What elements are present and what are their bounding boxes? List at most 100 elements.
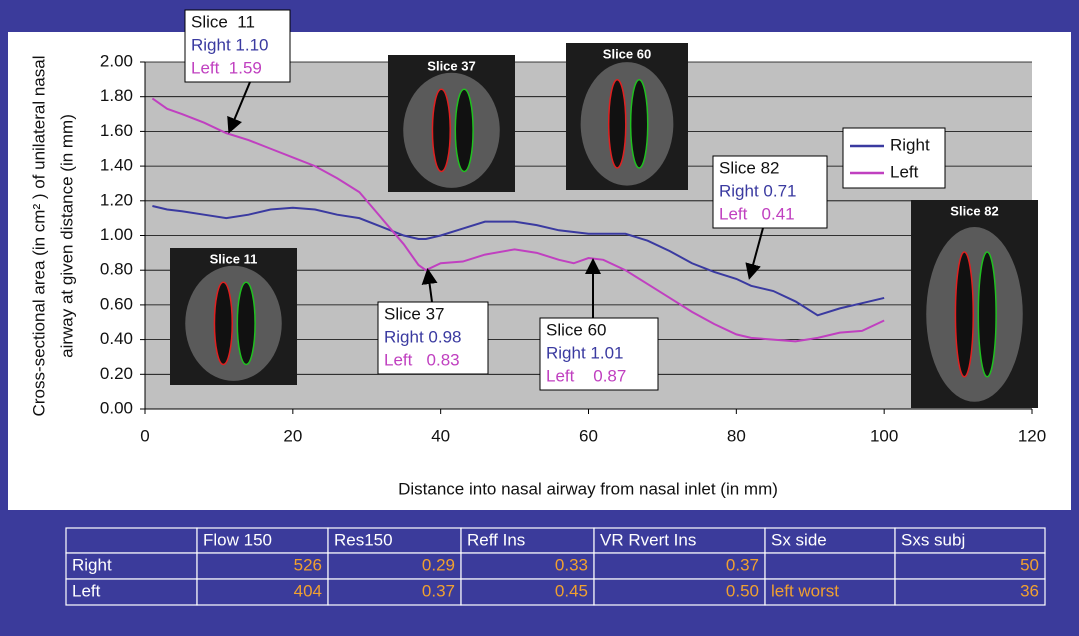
callout-right: Right 0.71 [719,181,797,200]
table-cell [593,578,766,606]
table-cell-text: 0.50 [726,581,759,600]
y-tick-label: 1.40 [100,156,133,175]
inset-label: Slice 37 [427,58,475,73]
table-header: Reff Ins [467,530,525,549]
inset-airway-l [213,281,233,366]
series-line [152,205,885,317]
y-tick-label: 0.80 [100,260,133,279]
callout-slice: Slice 82 [719,158,779,177]
callout-left: Left 0.83 [384,350,460,369]
table-cell [65,552,198,580]
callout-right: Right 0.98 [384,327,462,346]
y-tick-label: 1.60 [100,121,133,140]
table-cell [196,527,329,554]
callout-box [539,317,659,391]
table-cell [894,527,1046,554]
inset-image: Slice 82 [911,200,1038,408]
x-tick-label: 40 [431,426,450,445]
inset-image: Slice 60 [566,43,688,190]
callout-slice: Slice 11 [191,12,255,31]
callout-box [377,301,489,375]
callout-box [712,155,828,229]
inset-tissue [926,227,1023,402]
x-tick-label: 20 [283,426,302,445]
inset-image: Slice 37 [388,55,515,192]
x-tick-label: 120 [1018,426,1046,445]
table-cell-text: 36 [1020,581,1039,600]
lines [151,97,885,343]
inset-tissue [185,265,282,381]
y-axis-label: airway at given distance (in mm) [57,114,76,358]
table-cell-text: 50 [1020,555,1039,574]
x-tick-label: 100 [870,426,898,445]
y-tick-label: 2.00 [100,51,133,70]
inset-airway-l [607,79,627,169]
callout-arrow [421,268,438,303]
row-label: Left [72,581,101,600]
table-cell [593,552,766,580]
row-label: Right [72,555,112,574]
table-cell [65,527,198,554]
legend: Right Left [842,127,946,189]
table-cell-text: 0.37 [422,581,455,600]
inset-airway-r [454,88,474,173]
x-tick-label: 0 [140,426,149,445]
table-header: Sxs subj [901,530,965,549]
table-cell [894,578,1046,606]
inset-label: Slice 82 [950,203,998,218]
table-cell [764,527,896,554]
callout-left: Left 0.87 [546,366,626,385]
series-line [151,97,885,343]
inset-tissue [403,72,500,188]
y-tick-label: 1.20 [100,190,133,209]
y-tick-label: 1.00 [100,225,133,244]
table: Flow 150 Res150 Reff Ins VR Rvert Ins Sx sid… [65,527,1046,606]
table-cell-text: left worst [771,581,839,600]
table-cell [65,578,198,606]
inset-image: Slice 11 [170,248,297,385]
insets: Slice 11 Slice 37 Slice 60 Slice 82 [170,43,1038,408]
table-cell-text: 0.33 [555,555,588,574]
callout-slice: Slice 60 [546,320,606,339]
table-cell-text: 0.45 [555,581,588,600]
table-header: VR Rvert Ins [600,530,696,549]
inset-airway-r [236,281,256,366]
table-cell [327,552,462,580]
table-cell-text: 404 [294,581,322,600]
inset-tissue [580,62,674,186]
axes: 0.00 0.20 0.40 0.60 0.80 1.00 1.20 1.40 1.60 1.80… [29,51,1046,498]
y-tick-label: 0.40 [100,329,133,348]
y-tick-label: 1.80 [100,86,133,105]
callout-arrow [745,227,764,280]
table-header: Flow 150 [203,530,272,549]
legend-label: Left [890,162,919,181]
inset-label: Slice 11 [210,251,258,266]
table-cell [764,552,896,580]
y-tick-label: 0.00 [100,398,133,417]
callout-slice: Slice 37 [384,304,444,323]
table-cell [327,527,462,554]
callout-arrow [227,81,251,134]
table-cell-text: 0.29 [422,555,455,574]
legend-label: Right [890,135,930,154]
table-cell [460,552,595,580]
inset-airway-r [977,251,997,378]
table-cell-text: 0.37 [726,555,759,574]
callout-box [184,9,291,83]
x-axis-label: Distance into nasal airway from nasal in… [398,479,778,498]
callout-left: Left 1.59 [191,58,262,77]
x-tick-label: 80 [727,426,746,445]
inset-airway-l [431,88,451,173]
table-header: Res150 [334,530,393,549]
x-tick-label: 60 [579,426,598,445]
y-tick-label: 0.60 [100,294,133,313]
legend-box [842,127,946,189]
table-cell [327,578,462,606]
callout-left: Left 0.41 [719,204,795,223]
table-cell [196,552,329,580]
table-cell-text: 526 [294,555,322,574]
callout-right: Right 1.10 [191,35,269,54]
callouts: Slice 11 Right 1.10 Left 1.59 Slice 37 Right… [184,9,828,391]
table-cell [460,578,595,606]
